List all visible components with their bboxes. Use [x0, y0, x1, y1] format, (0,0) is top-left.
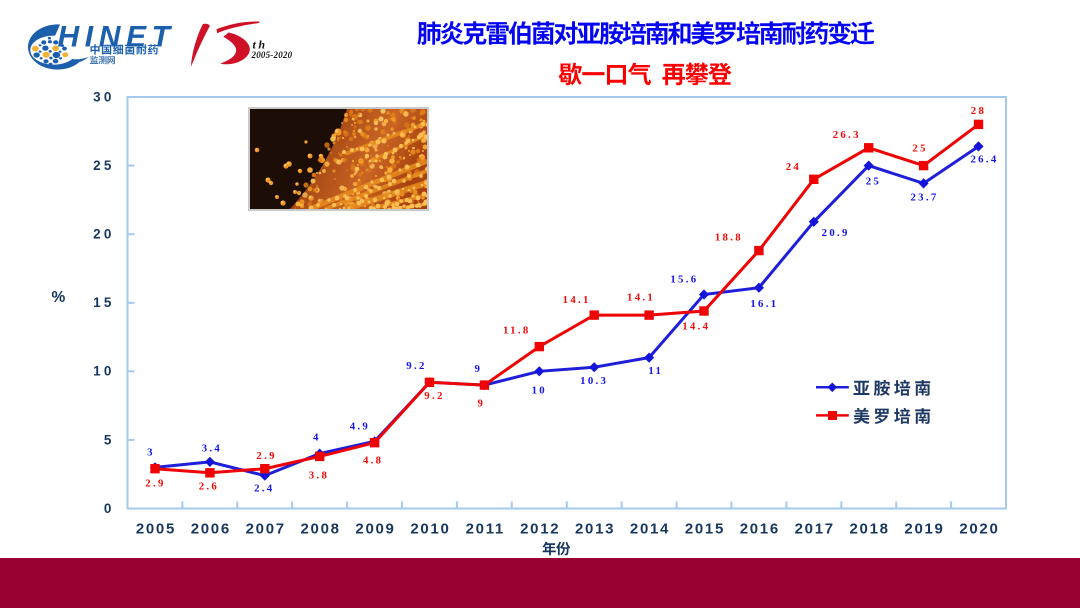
svg-text:2.6: 2.6 [199, 480, 219, 492]
svg-text:20: 20 [93, 227, 114, 242]
svg-text:10: 10 [532, 385, 547, 397]
svg-text:2013: 2013 [575, 521, 615, 538]
svg-text:5: 5 [104, 432, 115, 447]
svg-text:14.1: 14.1 [563, 294, 591, 306]
svg-text:15.6: 15.6 [670, 274, 698, 286]
svg-text:4: 4 [313, 432, 321, 444]
svg-text:30: 30 [93, 89, 114, 104]
svg-text:2006: 2006 [191, 521, 231, 538]
svg-text:th: th [253, 38, 268, 52]
svg-text:2011: 2011 [466, 521, 505, 538]
svg-text:2017: 2017 [795, 521, 835, 538]
svg-text:16.1: 16.1 [750, 298, 778, 310]
svg-text:2019: 2019 [904, 521, 944, 538]
svg-text:%: % [52, 289, 66, 306]
svg-text:2007: 2007 [246, 521, 286, 538]
svg-text:2008: 2008 [301, 521, 341, 538]
svg-text:10.3: 10.3 [580, 375, 608, 387]
svg-text:14.1: 14.1 [627, 292, 655, 304]
svg-text:9: 9 [478, 397, 486, 409]
svg-text:3.4: 3.4 [202, 442, 222, 454]
svg-text:3.8: 3.8 [309, 469, 329, 481]
svg-text:2009: 2009 [355, 521, 395, 538]
svg-text:24: 24 [786, 161, 801, 173]
svg-text:23.7: 23.7 [910, 191, 938, 203]
svg-text:0: 0 [104, 501, 115, 516]
svg-text:2005-2020: 2005-2020 [251, 50, 293, 60]
svg-text:2016: 2016 [740, 521, 780, 538]
svg-text:4.9: 4.9 [350, 421, 370, 433]
svg-text:2.4: 2.4 [254, 482, 274, 494]
svg-text:11: 11 [648, 365, 663, 377]
svg-text:10: 10 [93, 364, 114, 379]
svg-text:9.2: 9.2 [424, 390, 444, 402]
svg-text:2020: 2020 [959, 521, 999, 538]
svg-text:11.8: 11.8 [503, 325, 531, 337]
svg-text:2005: 2005 [136, 521, 176, 538]
svg-text:2018: 2018 [850, 521, 890, 538]
svg-text:15: 15 [93, 295, 114, 310]
svg-text:26.3: 26.3 [833, 129, 861, 141]
svg-text:2010: 2010 [410, 521, 450, 538]
svg-text:25: 25 [93, 158, 114, 173]
svg-text:26.4: 26.4 [970, 154, 998, 166]
svg-text:2.9: 2.9 [145, 478, 165, 490]
svg-text:4.8: 4.8 [363, 455, 383, 467]
svg-text:2.9: 2.9 [256, 450, 276, 462]
svg-text:25: 25 [912, 142, 927, 154]
svg-text:9: 9 [475, 363, 483, 375]
svg-text:9.2: 9.2 [406, 360, 426, 372]
svg-text:20.9: 20.9 [822, 227, 850, 239]
svg-text:2012: 2012 [520, 521, 560, 538]
svg-text:2014: 2014 [630, 521, 670, 538]
svg-text:25: 25 [866, 176, 881, 188]
svg-text:28: 28 [971, 105, 986, 117]
svg-text:3: 3 [147, 447, 155, 459]
svg-text:14.4: 14.4 [682, 320, 710, 332]
svg-text:18.8: 18.8 [715, 231, 743, 243]
svg-text:2015: 2015 [685, 521, 725, 538]
